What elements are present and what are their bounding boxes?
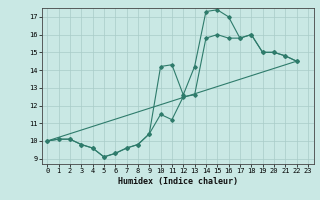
X-axis label: Humidex (Indice chaleur): Humidex (Indice chaleur): [118, 177, 237, 186]
